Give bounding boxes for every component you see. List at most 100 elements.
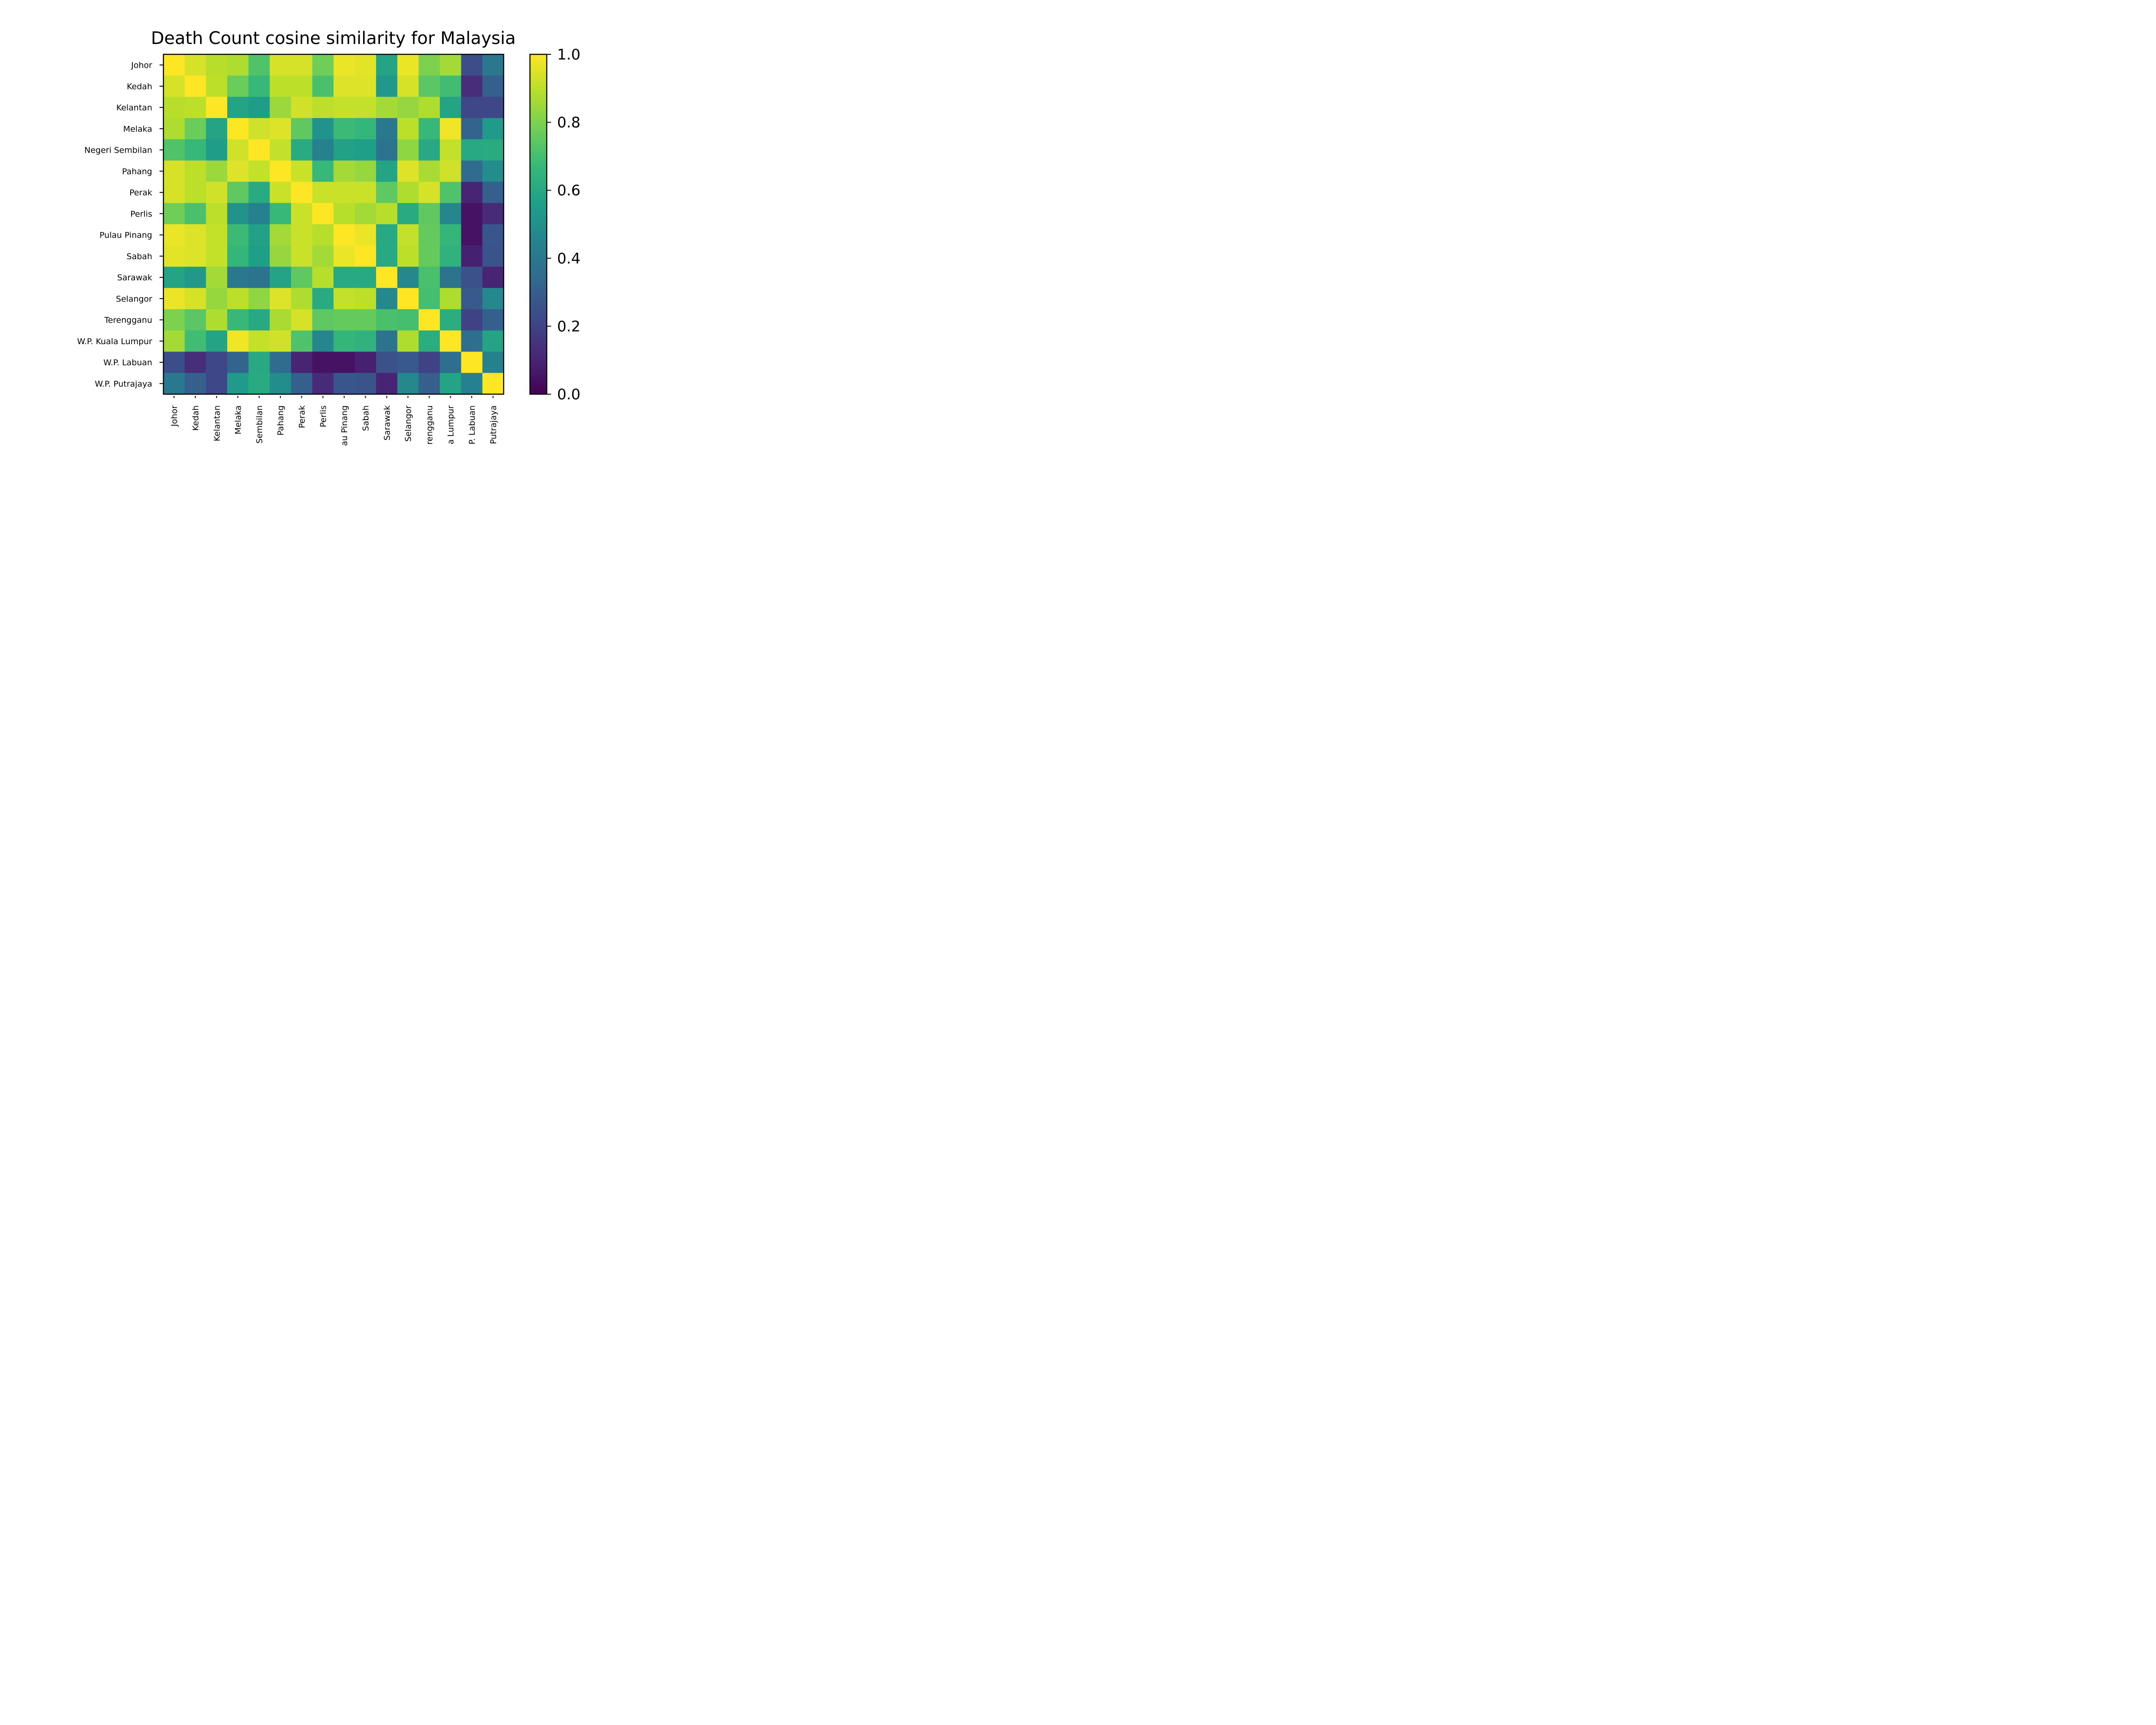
heatmap-cell [397,373,419,395]
heatmap-cell [482,75,504,97]
y-tick-label: Negeri Sembilan [85,146,152,155]
colorbar-tick-label: 0.6 [557,182,580,199]
heatmap-cell [227,203,249,225]
heatmap-cell [440,203,461,225]
heatmap-cell [270,373,291,395]
heatmap-cell [291,75,313,97]
heatmap-cell [185,118,207,140]
heatmap-cell [376,75,398,97]
colorbar-tick-label: 0.0 [557,386,580,403]
heatmap-cell [333,54,355,76]
heatmap-cell [397,54,419,76]
heatmap-cell [482,309,504,331]
heatmap-cell [354,182,376,204]
heatmap-cell [163,160,185,182]
heatmap-cell [354,245,376,267]
heatmap-cell [206,267,228,289]
heatmap-cell [291,182,313,204]
heatmap-cell [461,373,483,395]
heatmap-cell [291,245,313,267]
heatmap-cell [291,54,313,76]
heatmap-cell [227,351,249,373]
heatmap-cell [270,245,291,267]
y-tick-label: Pahang [122,167,152,176]
heatmap-cell [312,97,334,119]
heatmap-cell [354,118,376,140]
heatmap-cell [185,224,207,246]
heatmap-cell [397,118,419,140]
heatmap-cell [440,309,461,331]
heatmap-cell [333,118,355,140]
x-tick-label: Johor [170,405,179,427]
heatmap-cell [291,139,313,161]
x-tick-label: Perak [298,405,307,428]
heatmap-cell [291,160,313,182]
heatmap-cell [418,267,440,289]
heatmap-cell [248,203,270,225]
y-tick-label: W.P. Labuan [103,358,152,367]
heatmap-cell [482,160,504,182]
heatmap-cell [354,139,376,161]
heatmap-cell [248,97,270,119]
heatmap-cell [291,267,313,289]
heatmap-cell [163,203,185,225]
heatmap-cell [482,267,504,289]
heatmap-cell [482,182,504,204]
heatmap-cell [291,203,313,225]
colorbar-tick-label: 1.0 [557,46,580,63]
chart-title: Death Count cosine similarity for Malays… [151,28,516,48]
heatmap-cell [312,330,334,352]
colorbar-tick-label: 0.2 [557,318,580,335]
heatmap-cell [482,330,504,352]
heatmap-cell [440,351,461,373]
heatmap-cell [248,351,270,373]
heatmap-cell [227,160,249,182]
heatmap-cell [291,373,313,395]
heatmap-cell [163,54,185,76]
x-tick-label: Perlis [319,405,328,427]
heatmap-cell [163,330,185,352]
heatmap-cell [163,224,185,246]
x-tick-label: Pahang [276,405,285,436]
heatmap-cell [185,330,207,352]
heatmap-cell [461,139,483,161]
colorbar-axis: 0.0 0.2 0.4 0.6 0.8 1.0 [547,46,580,403]
heatmap-cell [227,118,249,140]
colorbar-tick-label: 0.4 [557,250,580,267]
heatmap-cell [461,309,483,331]
heatmap-cell [163,182,185,204]
heatmap-cell [248,373,270,395]
heatmap-cell [418,182,440,204]
heatmap-cell [270,182,291,204]
heatmap-cell [354,97,376,119]
heatmap-cell [270,330,291,352]
x-axis: Johor Kedah Kelantan Melaka Sembilan Pahang Pe… [170,396,498,446]
heatmap-cell [418,224,440,246]
heatmap-cell [270,54,291,76]
heatmap-cell [376,224,398,246]
heatmap-cell [333,97,355,119]
heatmap-cell [333,245,355,267]
heatmap-cell [354,224,376,246]
y-tick-label: Kelantan [116,103,152,113]
x-tick-label: Sembilan [255,405,264,444]
x-tick-label: a Lumpur [446,405,456,445]
heatmap-cells [163,54,504,395]
heatmap-cell [333,139,355,161]
y-tick-label: Melaka [123,124,152,134]
heatmap-cell [354,309,376,331]
heatmap-cell [418,139,440,161]
heatmap-cell [440,75,461,97]
heatmap-cell [206,160,228,182]
heatmap-cell [397,160,419,182]
heatmap-cell [185,288,207,310]
heatmap-cell [312,75,334,97]
colorbar [529,53,548,395]
heatmap-cell [482,54,504,76]
heatmap-cell [163,75,185,97]
heatmap-cell [206,245,228,267]
heatmap-cell [270,203,291,225]
heatmap-cell [227,373,249,395]
heatmap-cell [270,309,291,331]
heatmap-cell [248,139,270,161]
